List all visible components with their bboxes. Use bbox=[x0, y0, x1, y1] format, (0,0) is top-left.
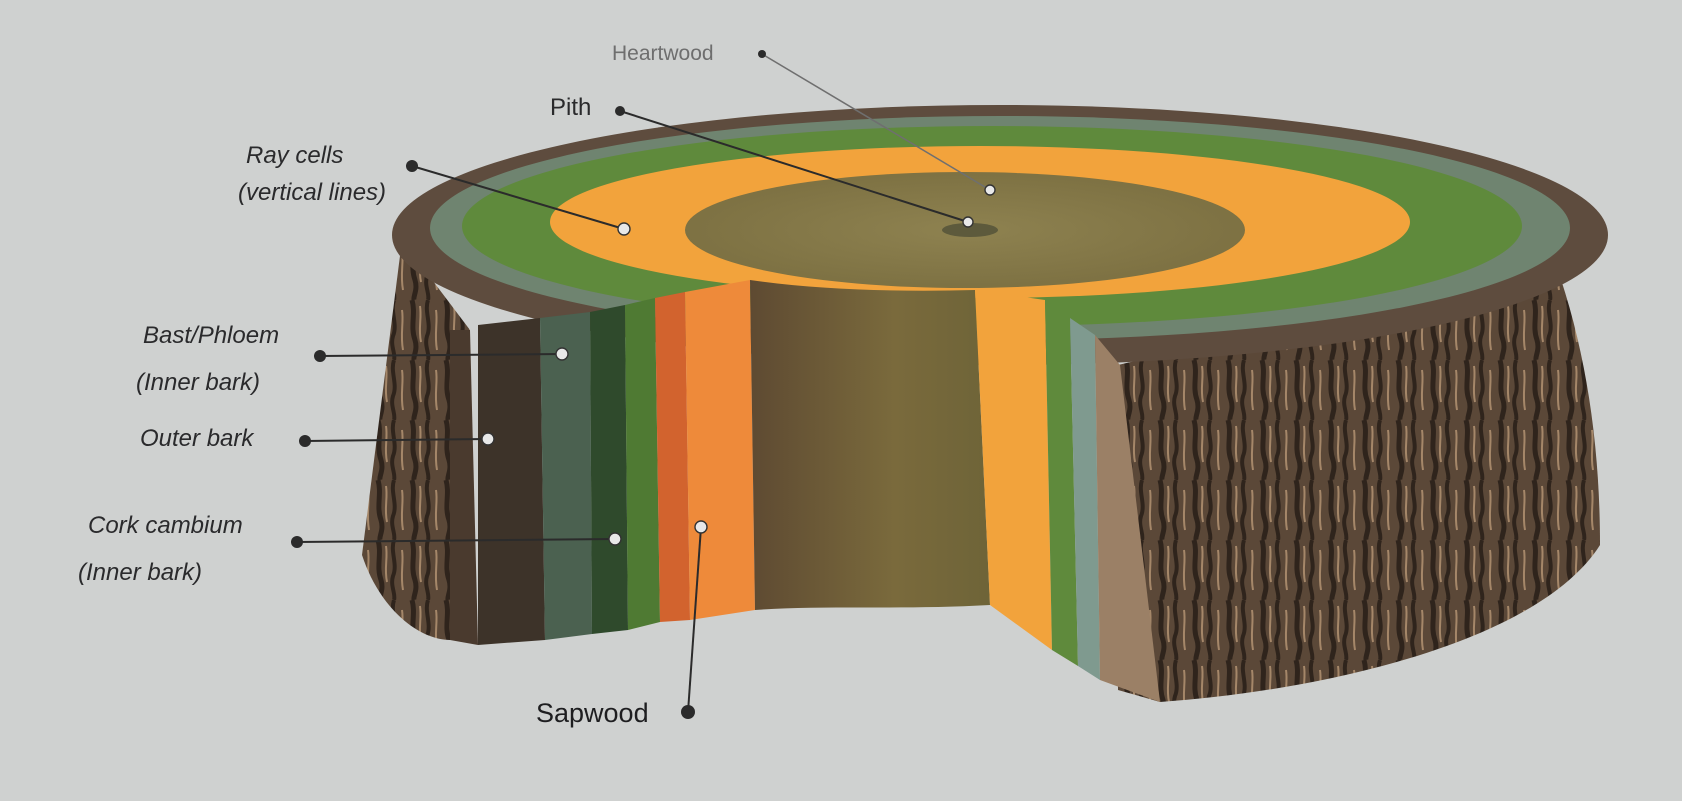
outer-bark-cut-face-right bbox=[1095, 335, 1160, 702]
label-outer-bark: Outer bark bbox=[140, 425, 255, 452]
cork-cambium-cut-face bbox=[540, 312, 592, 640]
phloem-cut-face-dark bbox=[590, 305, 628, 634]
outer-bark-cut-face bbox=[450, 330, 478, 645]
label-bast-phloem-sub: (Inner bark) bbox=[136, 369, 260, 396]
outer-bark-right-side bbox=[1118, 262, 1600, 702]
label-ray-cells: Ray cells bbox=[246, 142, 343, 169]
label-bast-phloem: Bast/Phloem bbox=[143, 322, 279, 349]
label-pith: Pith bbox=[550, 94, 591, 121]
sapwood-cut-face-right bbox=[975, 290, 1052, 650]
cork-cambium-cut-face-right bbox=[1070, 318, 1100, 680]
heartwood-cut-face bbox=[750, 280, 990, 610]
sapwood-cut-face-left-dark bbox=[655, 292, 690, 622]
label-ray-cells-sub: (vertical lines) bbox=[238, 179, 386, 206]
label-sapwood: Sapwood bbox=[536, 698, 649, 728]
trunk-body bbox=[362, 105, 1608, 702]
pith-center bbox=[942, 223, 998, 237]
phloem-cut-face bbox=[625, 298, 660, 630]
phloem-cut-face-right bbox=[1045, 300, 1078, 666]
leaders bbox=[291, 50, 996, 719]
sapwood-cut-face-left bbox=[685, 280, 755, 620]
inner-bark-cut-face-dark bbox=[478, 318, 545, 645]
label-cork-cambium-sub: (Inner bark) bbox=[78, 559, 202, 586]
label-heartwood: Heartwood bbox=[612, 42, 714, 65]
labels: Heartwood Pith Ray cells (vertical lines… bbox=[78, 42, 714, 728]
label-cork-cambium: Cork cambium bbox=[88, 512, 243, 539]
